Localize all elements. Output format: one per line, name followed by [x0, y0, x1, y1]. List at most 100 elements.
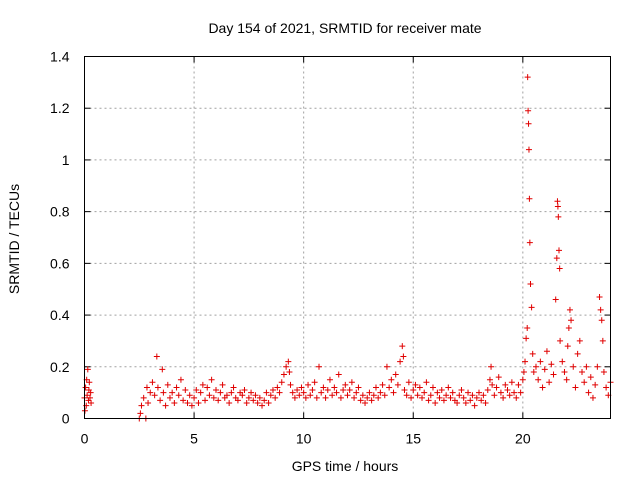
data-point	[217, 389, 224, 396]
data-point	[383, 363, 390, 370]
data-point	[478, 397, 485, 404]
y-tick-label: 0.6	[50, 255, 70, 271]
data-point	[600, 368, 607, 375]
data-point	[579, 368, 586, 375]
data-point	[526, 195, 533, 202]
data-point	[311, 379, 318, 386]
data-point	[525, 107, 532, 114]
data-point	[559, 358, 566, 365]
data-point	[294, 387, 301, 394]
data-point	[84, 366, 91, 373]
data-point	[539, 384, 546, 391]
data-point	[482, 399, 489, 406]
data-point	[469, 392, 476, 399]
data-point	[138, 402, 145, 409]
data-point	[524, 74, 531, 81]
data-point	[486, 376, 493, 383]
data-point	[191, 394, 198, 401]
y-tick-label: 1.2	[50, 100, 70, 116]
data-point	[497, 389, 504, 396]
data-point	[565, 325, 572, 331]
data-point	[377, 389, 384, 396]
x-tick-label: 20	[515, 431, 531, 447]
data-point	[502, 381, 509, 388]
data-point	[206, 392, 213, 399]
data-point	[322, 394, 329, 401]
data-point	[445, 384, 452, 391]
data-point	[436, 394, 443, 401]
data-point	[208, 376, 215, 383]
data-point	[488, 363, 495, 370]
data-point	[429, 384, 436, 391]
data-point	[348, 379, 355, 386]
data-point	[234, 397, 241, 404]
data-point	[272, 394, 279, 401]
data-point	[427, 392, 434, 399]
data-point	[287, 381, 294, 388]
x-tick-label: 10	[296, 431, 312, 447]
data-point	[269, 387, 276, 394]
data-point	[199, 381, 206, 388]
data-point	[434, 389, 441, 396]
data-point	[88, 399, 95, 406]
data-point	[307, 392, 314, 399]
data-point	[388, 376, 395, 383]
data-point	[305, 381, 312, 388]
data-point	[574, 350, 581, 357]
data-point	[344, 392, 351, 399]
data-point	[556, 265, 563, 272]
data-point	[425, 397, 432, 404]
data-point	[585, 389, 592, 396]
data-point	[546, 379, 553, 386]
data-point	[598, 317, 605, 324]
data-point	[467, 397, 474, 404]
data-point	[489, 381, 496, 388]
y-tick-label: 0.8	[50, 204, 70, 220]
data-point	[173, 384, 180, 391]
data-point	[438, 387, 445, 394]
x-tick-label: 15	[405, 431, 421, 447]
data-point	[223, 392, 230, 399]
data-point	[552, 296, 559, 303]
data-point	[403, 392, 410, 399]
data-point	[460, 394, 467, 401]
data-point	[564, 343, 571, 350]
data-point	[537, 358, 544, 365]
data-point	[375, 394, 382, 401]
data-point	[399, 343, 406, 350]
data-point	[447, 394, 454, 401]
data-point	[298, 384, 305, 391]
data-point	[568, 317, 575, 324]
data-point	[541, 366, 548, 373]
data-point	[210, 394, 217, 401]
data-point	[394, 381, 401, 388]
data-point	[432, 399, 439, 406]
data-point	[589, 394, 596, 401]
data-point	[151, 392, 158, 399]
data-point	[160, 389, 167, 396]
data-point	[202, 397, 209, 404]
data-point	[286, 368, 293, 375]
data-point	[204, 384, 211, 391]
data-point	[335, 371, 342, 378]
data-point	[243, 399, 250, 406]
data-point	[346, 387, 353, 394]
data-point	[381, 392, 388, 399]
data-point	[84, 392, 91, 399]
data-point	[159, 366, 166, 373]
data-point	[557, 337, 564, 344]
data-point	[177, 376, 184, 383]
data-point	[300, 389, 307, 396]
data-point	[570, 363, 577, 370]
data-point	[572, 384, 579, 391]
x-axis-label: GPS time / hours	[292, 458, 399, 474]
data-point	[443, 392, 450, 399]
data-point	[423, 379, 430, 386]
data-point	[576, 337, 583, 344]
data-point	[333, 389, 340, 396]
data-point	[355, 384, 362, 391]
data-point	[597, 306, 604, 313]
data-point	[535, 376, 542, 383]
data-point	[291, 394, 298, 401]
data-point	[480, 392, 487, 399]
